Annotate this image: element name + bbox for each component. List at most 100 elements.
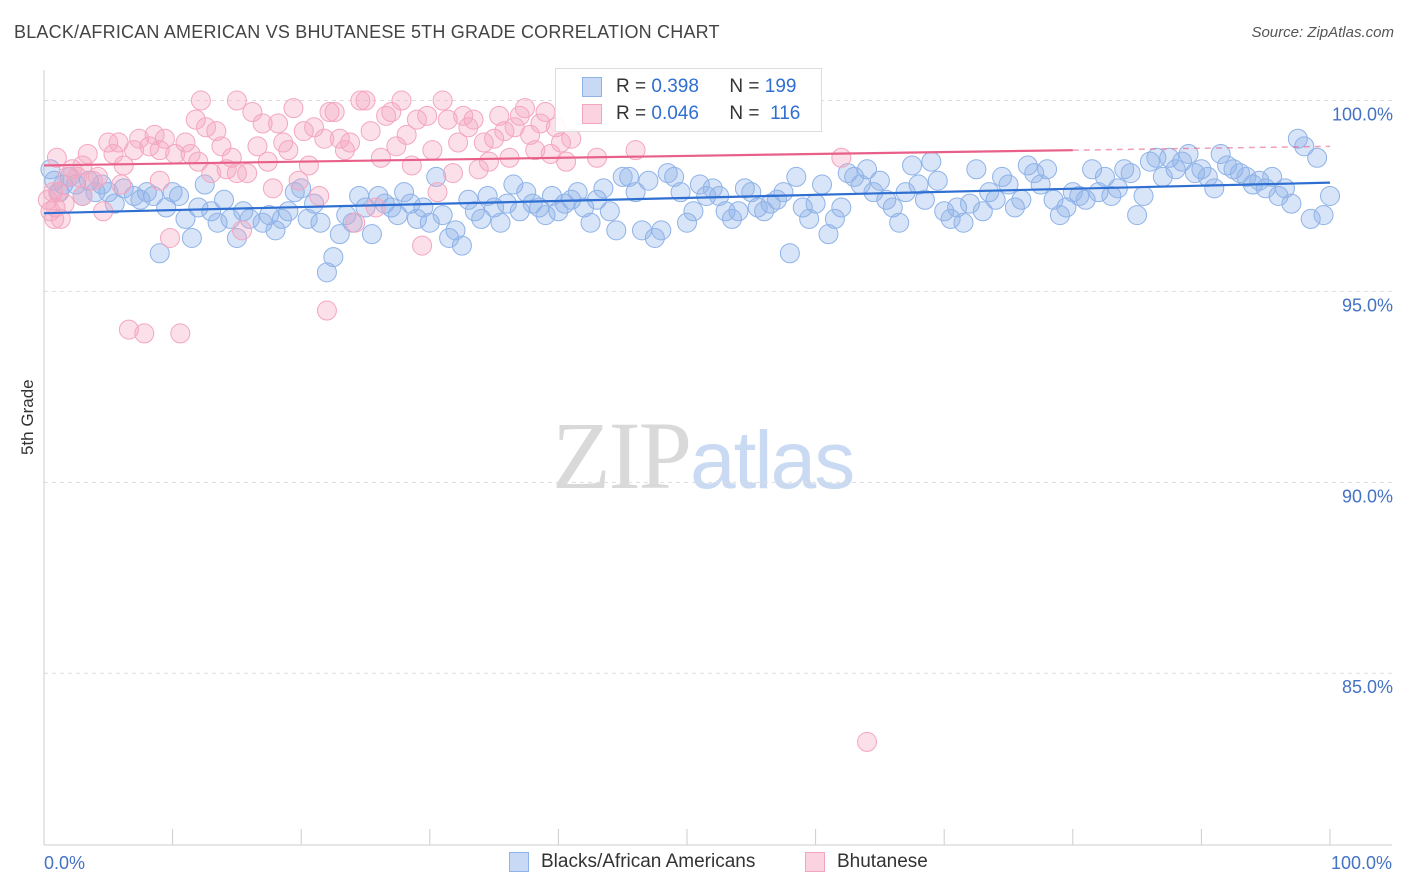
point-bhutanese xyxy=(293,121,314,142)
point-bhutanese xyxy=(561,128,582,149)
point-bhutanese xyxy=(283,98,304,119)
point-blacks xyxy=(831,197,852,218)
legend-swatch-blue xyxy=(509,852,529,872)
point-bhutanese xyxy=(530,113,551,134)
watermark-atlas: atlas xyxy=(690,415,855,506)
point-blacks xyxy=(689,174,710,195)
point-blacks xyxy=(278,201,299,222)
point-bhutanese xyxy=(316,300,337,321)
point-blacks xyxy=(1127,205,1148,226)
point-bhutanese xyxy=(857,731,878,752)
point-bhutanese xyxy=(124,140,145,161)
point-blacks xyxy=(490,212,511,233)
point-blacks xyxy=(1204,178,1225,199)
point-bhutanese xyxy=(386,136,407,157)
point-blacks xyxy=(1262,166,1283,187)
point-bhutanese xyxy=(232,220,253,241)
point-blacks xyxy=(580,212,601,233)
point-blacks xyxy=(574,197,595,218)
point-blacks xyxy=(445,220,466,241)
point-blacks xyxy=(728,201,749,222)
point-blacks xyxy=(284,182,305,203)
point-blacks xyxy=(882,197,903,218)
legend-item-bhutanese: Bhutanese xyxy=(805,851,928,873)
point-bhutanese xyxy=(355,90,376,111)
r-value-bhutanese: 0.046 xyxy=(651,102,699,124)
point-blacks xyxy=(201,201,222,222)
point-blacks xyxy=(259,205,280,226)
point-bhutanese xyxy=(437,109,458,130)
point-blacks xyxy=(503,174,524,195)
point-blacks xyxy=(554,193,575,214)
point-bhutanese xyxy=(350,90,371,111)
point-blacks xyxy=(914,189,935,210)
point-blacks xyxy=(156,197,177,218)
point-blacks xyxy=(747,197,768,218)
point-blacks xyxy=(207,212,228,233)
point-bhutanese xyxy=(406,109,427,130)
r-label: R = xyxy=(616,102,647,124)
point-blacks xyxy=(593,178,614,199)
legend-row-blacks: R = 0.398 N = 199 xyxy=(556,73,796,100)
point-blacks xyxy=(1223,159,1244,180)
point-bhutanese xyxy=(314,128,335,149)
point-bhutanese xyxy=(247,136,268,157)
trend-lines xyxy=(43,145,1331,215)
point-bhutanese xyxy=(396,124,417,145)
point-bhutanese xyxy=(46,147,67,168)
point-blacks xyxy=(1300,208,1321,229)
point-bhutanese xyxy=(211,136,232,157)
point-blacks xyxy=(734,178,755,199)
point-bhutanese xyxy=(489,105,510,126)
point-blacks xyxy=(921,151,942,172)
point-blacks xyxy=(394,182,415,203)
point-blacks xyxy=(966,159,987,180)
correlation-legend: R = 0.398 N = 199 R = 0.046 N = 116 xyxy=(555,68,822,132)
point-blacks xyxy=(953,212,974,233)
point-bhutanese xyxy=(422,140,443,161)
point-blacks xyxy=(188,197,209,218)
point-bhutanese xyxy=(556,151,577,172)
point-bhutanese xyxy=(381,101,402,122)
point-blacks xyxy=(805,193,826,214)
point-blacks xyxy=(1037,159,1058,180)
point-blacks xyxy=(1217,155,1238,176)
point-blacks xyxy=(361,224,382,245)
point-blacks xyxy=(638,170,659,191)
point-blacks xyxy=(792,197,813,218)
point-blacks xyxy=(625,182,646,203)
watermark-zip: ZIP xyxy=(552,402,692,509)
x-tick-label-min: 0.0% xyxy=(44,853,85,873)
point-blacks xyxy=(869,170,890,191)
point-blacks xyxy=(162,182,183,203)
point-bhutanese xyxy=(188,151,209,172)
point-bhutanese xyxy=(149,140,170,161)
point-bhutanese xyxy=(365,197,386,218)
point-blacks xyxy=(169,185,190,206)
point-bhutanese xyxy=(98,132,119,153)
series-bhutanese-points xyxy=(37,90,878,752)
point-blacks xyxy=(985,189,1006,210)
point-bhutanese xyxy=(144,124,165,145)
trend-line-blacks xyxy=(43,181,1331,215)
point-bhutanese xyxy=(216,159,237,180)
point-blacks xyxy=(612,166,633,187)
point-bhutanese xyxy=(118,319,139,340)
point-bhutanese xyxy=(252,113,273,134)
point-bhutanese xyxy=(288,170,309,191)
point-blacks xyxy=(214,189,235,210)
point-blacks xyxy=(812,174,833,195)
point-blacks xyxy=(1178,143,1199,164)
point-bhutanese xyxy=(494,121,515,142)
y-tick-label: 100.0% xyxy=(1332,105,1393,125)
point-blacks xyxy=(1069,185,1090,206)
point-blacks xyxy=(323,247,344,268)
r-value-blacks: 0.398 xyxy=(651,75,699,97)
point-blacks xyxy=(239,208,260,229)
legend-row-bhutanese: R = 0.046 N = 116 xyxy=(556,100,800,127)
axes xyxy=(43,70,1392,846)
point-bhutanese xyxy=(196,117,217,138)
point-bhutanese xyxy=(77,143,98,164)
source-label: Source: ZipAtlas.com xyxy=(1251,24,1394,41)
